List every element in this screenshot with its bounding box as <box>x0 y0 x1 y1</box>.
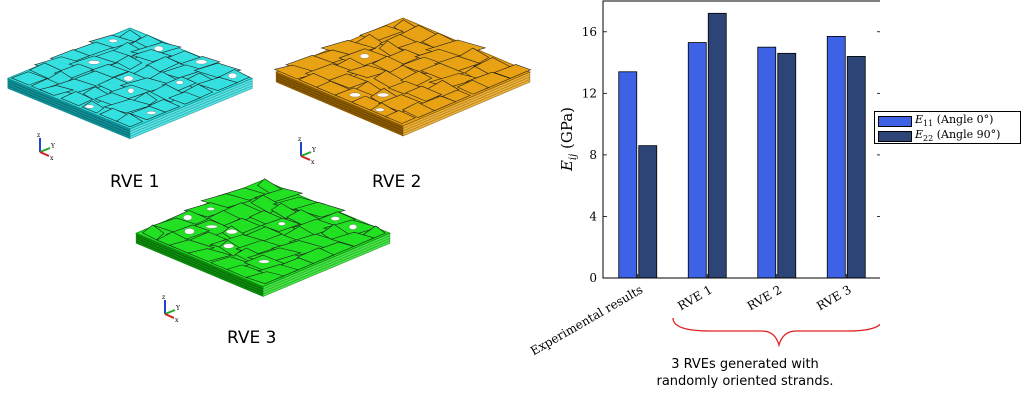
bar-e22-2 <box>777 52 797 279</box>
rve-annotation: 3 RVEs generated with randomly oriented … <box>640 356 850 390</box>
x-tick-label: RVE 3 <box>814 282 853 313</box>
legend-entry-e11: E11 (Angle 0°) <box>878 113 993 129</box>
y-tick-label: 12 <box>582 86 597 100</box>
rve2-label: RVE 2 <box>372 172 422 192</box>
bar-e11-1 <box>687 42 707 279</box>
legend-swatch-e22 <box>878 130 912 142</box>
axis-x-label: x <box>175 317 179 324</box>
rve-brace <box>672 317 880 348</box>
axis-y-label: Y <box>50 143 56 150</box>
x-tick-label: RVE 1 <box>675 282 714 313</box>
bar-e22-0 <box>638 145 658 279</box>
plot-frame <box>602 0 880 279</box>
rve3-image <box>135 178 391 298</box>
chart-legend: E11 (Angle 0°) E22 (Angle 90°) <box>874 111 1021 144</box>
x-tick-label: RVE 2 <box>745 282 784 313</box>
y-tick-label: 0 <box>589 271 597 285</box>
y-tick-label: 8 <box>589 148 597 162</box>
legend-entry-e22: E22 (Angle 90°) <box>878 128 1000 144</box>
x-tick-label: Experimental results <box>528 282 645 358</box>
bar-e22-3 <box>846 56 866 279</box>
axis-x-label: x <box>50 155 54 162</box>
rve1-label: RVE 1 <box>110 172 160 192</box>
legend-swatch-e11 <box>878 115 912 127</box>
axis-z-label: z <box>162 294 165 301</box>
axis-z-label: z <box>298 136 301 143</box>
axis-z-label: z <box>37 132 40 139</box>
bar-e11-2 <box>757 46 777 279</box>
axis-triad-2: z Y x <box>298 136 317 166</box>
axis-triad-1: z Y x <box>37 132 56 162</box>
bar-chart: 0 4 8 12 16 Experimental results RVE 1 RVE 2 RV… <box>528 0 880 358</box>
axis-triad-3: z Y x <box>162 294 181 324</box>
rve3-label: RVE 3 <box>227 328 277 348</box>
axis-x-label: x <box>311 159 315 166</box>
annotation-line-2: randomly oriented strands. <box>656 374 834 389</box>
y-tick-label: 4 <box>589 209 597 223</box>
rve2-slab <box>273 17 532 137</box>
axis-y-label: Y <box>175 305 181 312</box>
axis-y-label: Y <box>311 147 317 154</box>
rve1-slab <box>6 27 254 140</box>
y-tick-label: 16 <box>582 25 597 39</box>
rve2-image <box>273 17 532 137</box>
annotation-line-1: 3 RVEs generated with <box>671 357 819 372</box>
rve1-image <box>6 27 254 140</box>
bar-e11-0 <box>618 71 638 279</box>
rve3-slab <box>135 178 391 298</box>
y-axis-label: Eij (GPa) <box>558 107 579 172</box>
bar-e22-1 <box>707 12 727 279</box>
bar-e11-3 <box>826 35 846 279</box>
